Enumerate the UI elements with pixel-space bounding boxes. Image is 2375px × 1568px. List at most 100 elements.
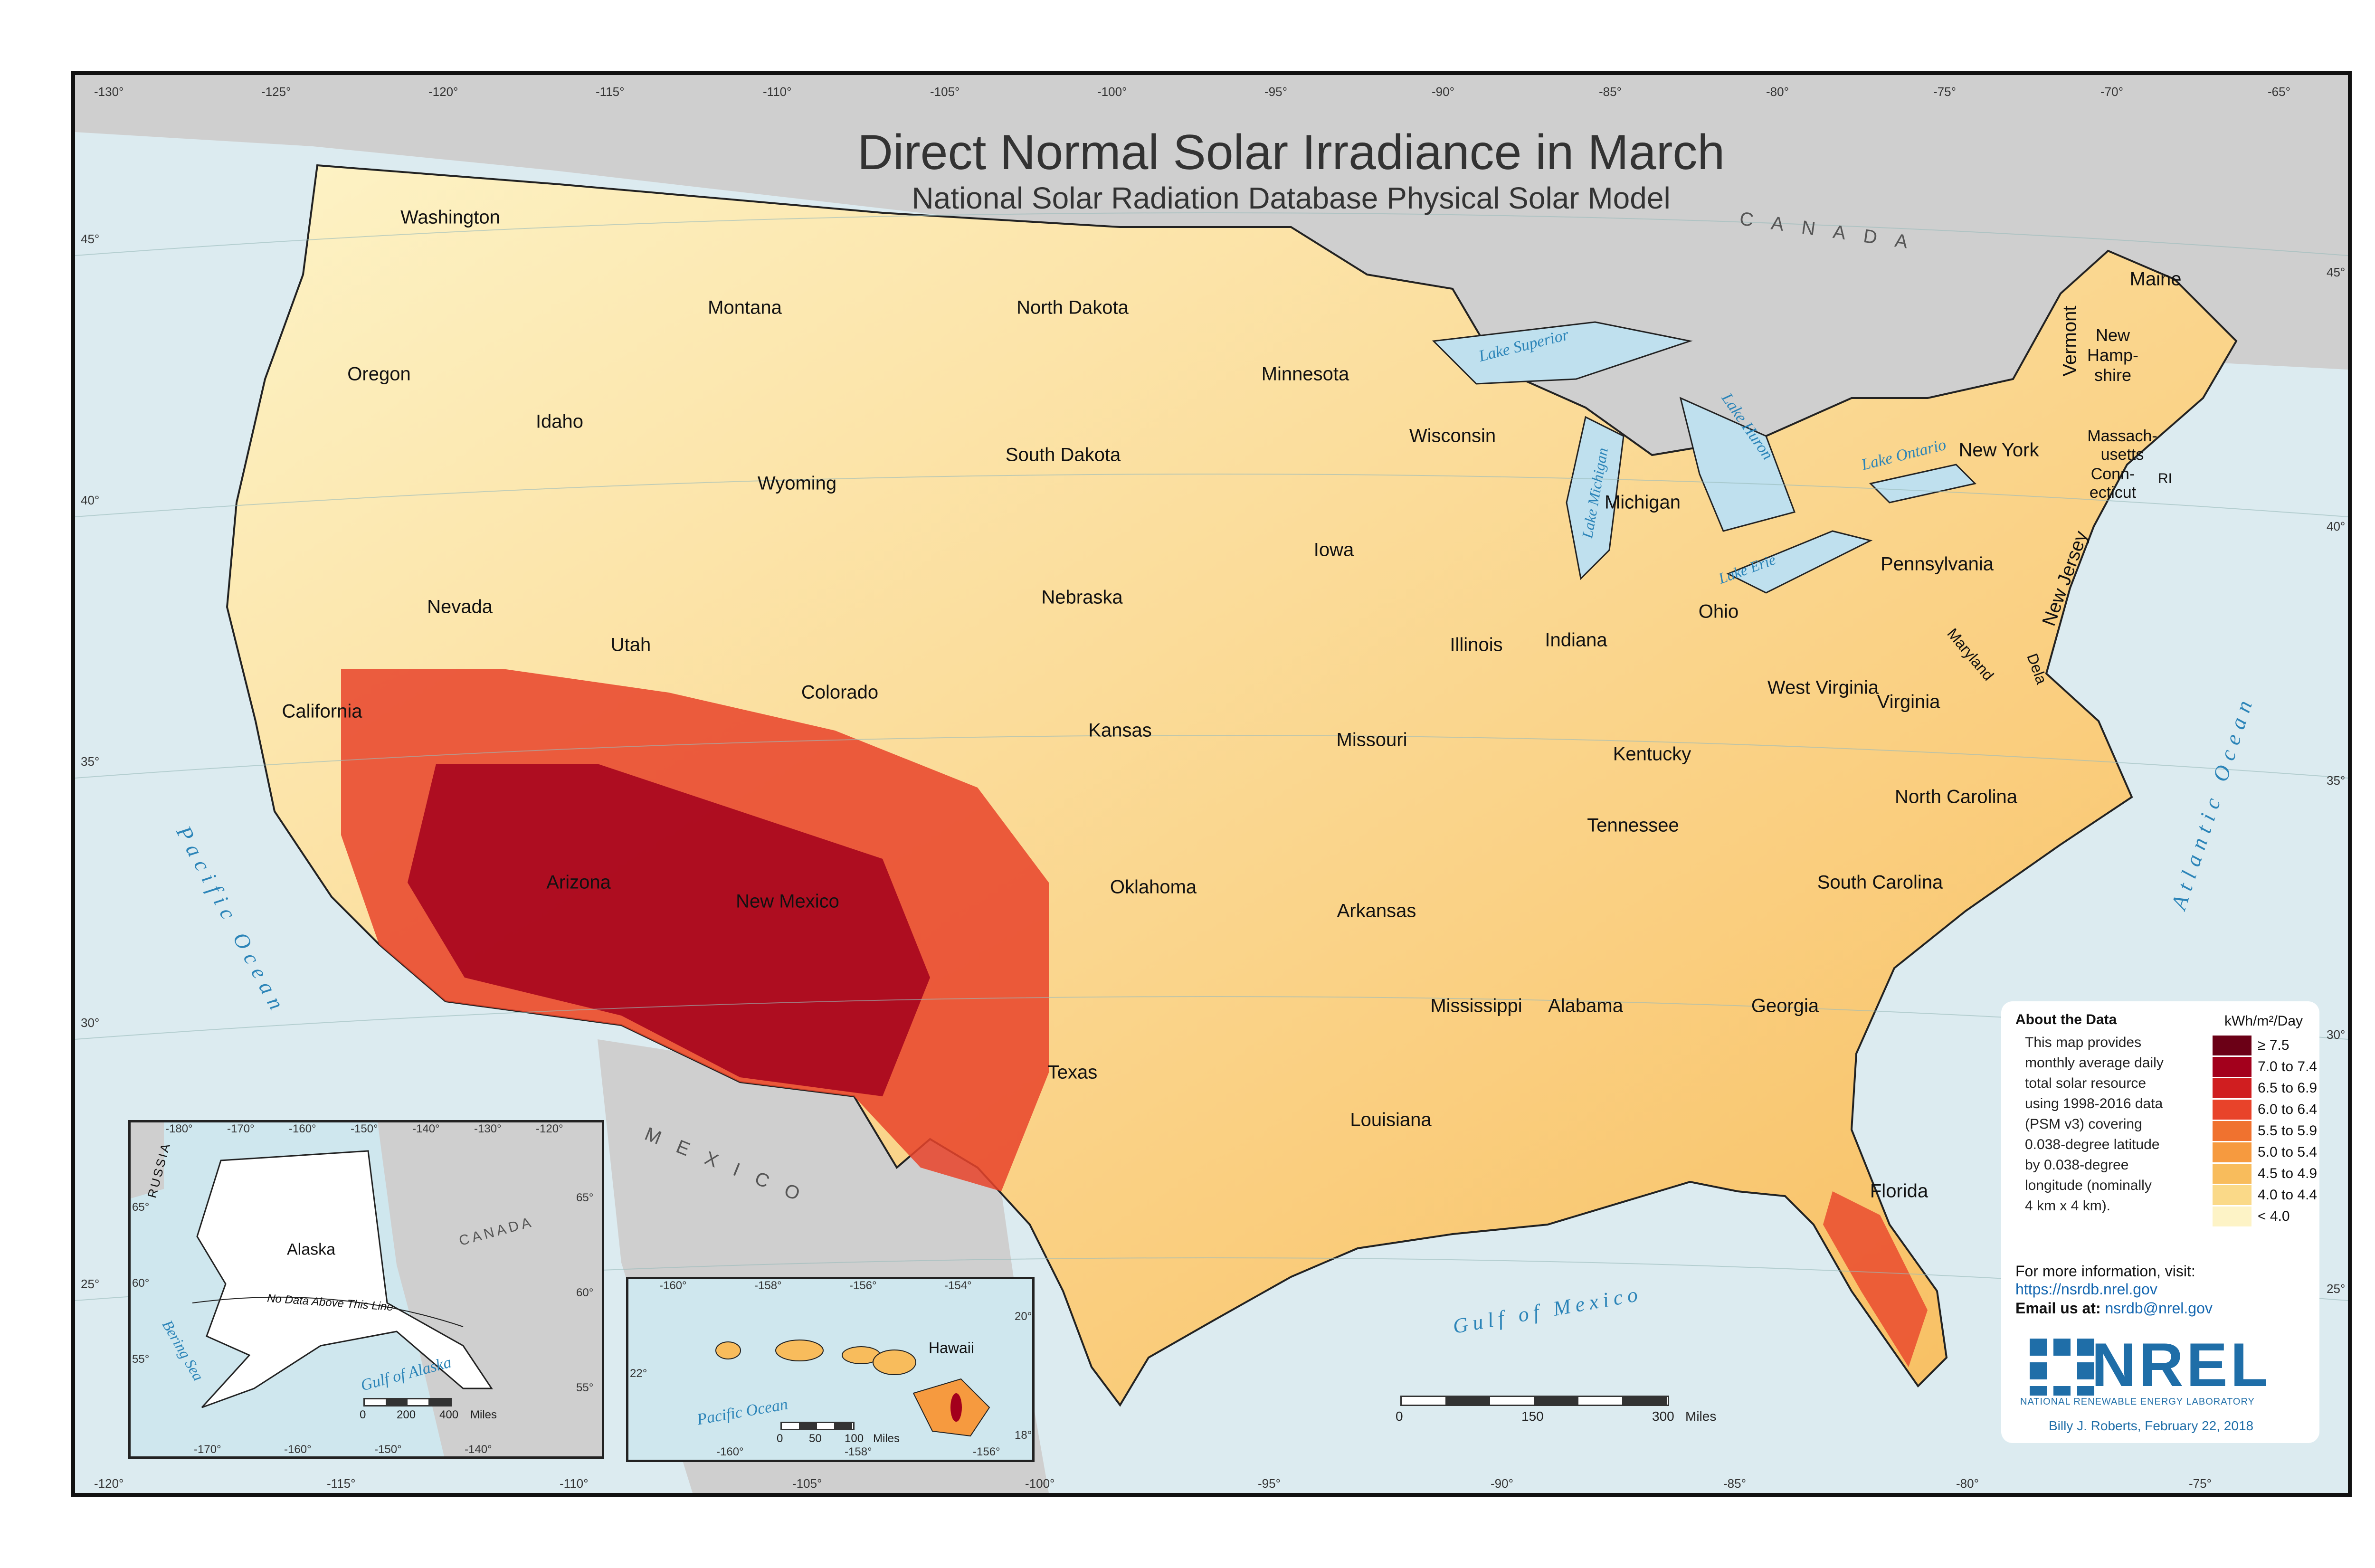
state-label: Montana — [708, 297, 782, 318]
state-label: Georgia — [1751, 995, 1819, 1017]
legend-swatch — [2213, 1121, 2252, 1141]
email-link[interactable]: nsrdb@nrel.gov — [2105, 1300, 2213, 1317]
scale-label: 100 — [845, 1432, 864, 1445]
scale-label: 300 — [1652, 1409, 1674, 1424]
state-label: Texas — [1047, 1062, 1098, 1083]
alaska-inset: Alaska RUSSIA CANADA Bering Sea Gulf of … — [128, 1120, 604, 1459]
coordinate-tick: -80° — [1956, 1476, 1979, 1491]
coordinate-tick: -100° — [1097, 85, 1127, 99]
coordinate-tick: 55° — [576, 1381, 594, 1394]
lake-erie — [1726, 530, 1873, 594]
legend-swatch — [2213, 1207, 2252, 1226]
coordinate-tick: -125° — [261, 85, 291, 99]
coordinate-tick: -80° — [1766, 85, 1789, 99]
coordinate-tick: -75° — [1933, 85, 1956, 99]
coordinate-tick: -130° — [474, 1122, 502, 1135]
state-label: Wisconsin — [1409, 425, 1496, 447]
state-label: West Virginia — [1767, 677, 1879, 698]
coordinate-tick: -160° — [289, 1122, 316, 1135]
state-label: Idaho — [535, 411, 584, 432]
coordinate-tick: -100° — [1025, 1476, 1055, 1491]
state-label: California — [282, 701, 362, 722]
state-label: Illinois — [1450, 634, 1503, 656]
island-peak — [950, 1393, 962, 1422]
coordinate-tick: -70° — [2100, 85, 2123, 99]
state-label: Kansas — [1088, 720, 1152, 741]
scale-label: Miles — [1685, 1409, 1717, 1424]
legend-class-label: 6.0 to 6.4 — [2258, 1102, 2318, 1117]
about-text-line: longitude (nominally — [2025, 1178, 2152, 1193]
map-title: Direct Normal Solar Irradiance in March — [857, 125, 1725, 180]
coordinate-tick: 40° — [81, 493, 100, 507]
state-label: Arkansas — [1337, 900, 1416, 922]
nsrdb-link[interactable]: https://nsrdb.nrel.gov — [2015, 1281, 2157, 1298]
lake-superior — [1432, 321, 1693, 385]
state-label: Louisiana — [1350, 1109, 1432, 1131]
coordinate-tick: 60° — [132, 1277, 150, 1290]
state-label: Oklahoma — [1110, 876, 1197, 898]
scale-label: 150 — [1521, 1409, 1544, 1424]
state-label: Conn-ecticut — [2089, 465, 2137, 502]
coordinate-tick: -130° — [94, 85, 124, 99]
coordinate-tick: -115° — [596, 85, 625, 99]
legend-class-label: 7.0 to 7.4 — [2258, 1059, 2318, 1074]
island — [715, 1341, 741, 1359]
state-label: New York — [1958, 439, 2039, 461]
state-label: Michigan — [1604, 492, 1681, 513]
coordinate-tick: -158° — [754, 1279, 782, 1292]
florida-high-irradiance — [1823, 1191, 1928, 1367]
state-label: Florida — [1870, 1180, 1928, 1202]
state-label: Massach-usetts — [2087, 427, 2157, 464]
email-label: Email us at: — [2015, 1300, 2101, 1317]
coordinate-tick: -160° — [716, 1445, 744, 1458]
legend-swatch — [2213, 1164, 2252, 1184]
state-label: Indiana — [1545, 629, 1607, 651]
email-row: Email us at: nsrdb@nrel.gov — [2015, 1300, 2213, 1317]
state-label: Virginia — [1877, 691, 1940, 713]
nrel-logo-text: NREL — [2091, 1330, 2271, 1399]
alaska-scale-bar: 0 200 400 Miles — [360, 1398, 530, 1436]
coordinate-tick: -110° — [763, 85, 792, 99]
island — [775, 1340, 824, 1361]
about-text-line: by 0.038-degree — [2025, 1157, 2129, 1173]
legend-swatch — [2213, 1185, 2252, 1205]
state-label: South Carolina — [1817, 872, 1943, 893]
alaska-canada-land — [378, 1122, 602, 1456]
alaska-land — [196, 1150, 493, 1408]
scale-label: 50 — [809, 1432, 822, 1445]
state-label: Tennessee — [1587, 815, 1679, 836]
alaska-inset-map — [131, 1122, 602, 1456]
coordinate-tick: 55° — [132, 1353, 150, 1366]
about-title: About the Data — [2015, 1012, 2117, 1027]
coordinate-tick: 40° — [2327, 519, 2346, 533]
coordinate-tick: 45° — [2327, 265, 2346, 279]
alaska-inset-label: Alaska — [286, 1240, 336, 1259]
scale-label: 400 — [439, 1408, 459, 1421]
about-text-line: monthly average daily — [2025, 1055, 2164, 1071]
coordinate-tick: -140° — [465, 1443, 492, 1456]
state-label: RI — [2158, 471, 2172, 486]
coordinate-tick: -170° — [194, 1443, 221, 1456]
state-label: Washington — [400, 207, 500, 228]
map-subtitle: National Solar Radiation Database Physic… — [912, 181, 1671, 215]
lake-ontario — [1869, 464, 1976, 504]
scale-label: 0 — [777, 1432, 783, 1445]
coordinate-tick: -120° — [94, 1476, 124, 1491]
coordinate-tick: 65° — [576, 1191, 594, 1204]
coordinate-tick: -105° — [930, 85, 960, 99]
legend-swatch — [2213, 1100, 2252, 1120]
coordinate-tick: -156° — [849, 1279, 877, 1292]
coordinate-tick: -180° — [165, 1122, 193, 1135]
coordinate-tick: -75° — [2189, 1476, 2212, 1491]
coordinate-tick: -156° — [973, 1445, 1000, 1458]
coordinate-tick: -158° — [845, 1445, 872, 1458]
coordinate-tick: -160° — [284, 1443, 312, 1456]
about-text-line: 4 km x 4 km). — [2025, 1198, 2111, 1214]
state-label: Utah — [610, 634, 651, 656]
map-credit: Billy J. Roberts, February 22, 2018 — [2049, 1418, 2254, 1433]
coordinate-tick: 35° — [81, 754, 100, 769]
state-label: Wyoming — [757, 473, 837, 494]
state-label: Oregon — [347, 363, 411, 385]
about-text-line: total solar resource — [2025, 1075, 2147, 1091]
lake-michigan — [1566, 416, 1624, 580]
